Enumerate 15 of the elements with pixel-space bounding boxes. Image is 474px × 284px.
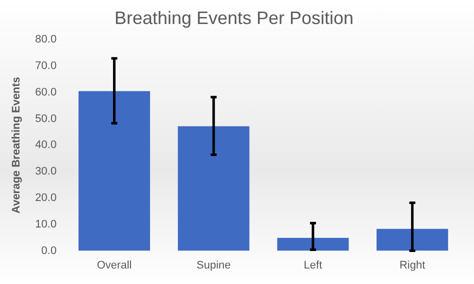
x-tick-label: Overall xyxy=(96,259,132,272)
y-tick-label: 30.0 xyxy=(35,166,57,178)
y-tick-label: 40.0 xyxy=(35,139,57,152)
y-tick-label: 10.0 xyxy=(35,218,57,230)
y-tick-label: 70.0 xyxy=(35,60,57,72)
y-tick-label: 0.0 xyxy=(41,244,57,257)
chart-title: Breathing Events Per Position xyxy=(114,8,354,28)
x-tick-label: Left xyxy=(304,259,322,272)
x-tick-label: Supine xyxy=(196,259,231,272)
y-tick-label: 50.0 xyxy=(35,112,57,125)
y-tick-label: 60.0 xyxy=(35,86,57,98)
y-tick-label: 20.0 xyxy=(35,192,57,204)
x-tick-label: Right xyxy=(399,259,426,272)
y-axis-title: Average Breathing Events xyxy=(10,76,23,214)
y-tick-label: 80.0 xyxy=(35,34,57,46)
